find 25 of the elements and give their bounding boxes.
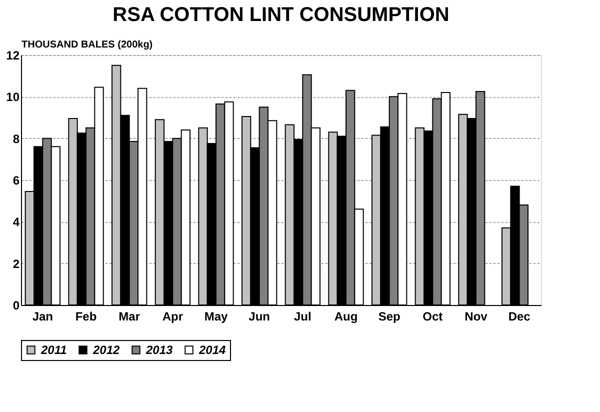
- y-tick-label: 12: [6, 48, 20, 62]
- y-axis-title: THOUSAND BALES (200kg): [22, 40, 153, 50]
- x-tick-label: Aug: [334, 310, 358, 324]
- x-tick-label: May: [204, 310, 228, 324]
- legend-label: 2012: [92, 343, 120, 357]
- x-tick-label: Dec: [508, 310, 531, 324]
- x-tick-label: Sep: [378, 310, 400, 324]
- x-tick-label: Mar: [118, 310, 140, 324]
- y-tick-label: 0: [12, 298, 20, 312]
- y-tick-label: 10: [6, 90, 20, 104]
- legend-label: 2014: [198, 343, 226, 357]
- legend-label: 2013: [145, 343, 174, 357]
- x-tick-label: Jul: [294, 310, 312, 324]
- chart-title: RSA COTTON LINT CONSUMPTION: [112, 4, 450, 26]
- y-tick-label: 4: [12, 215, 20, 230]
- x-tick-label: Apr: [162, 310, 184, 324]
- x-tick-label: Feb: [75, 310, 97, 324]
- x-tick-label: Jan: [32, 310, 54, 324]
- y-tick-label: 6: [12, 174, 20, 188]
- y-tick-label: 8: [12, 132, 20, 146]
- legend-label: 2011: [40, 343, 68, 357]
- x-tick-label: Nov: [464, 310, 488, 324]
- x-tick-label: Jun: [248, 310, 270, 324]
- x-tick-label: Oct: [422, 310, 443, 324]
- y-tick-label: 2: [12, 256, 20, 271]
